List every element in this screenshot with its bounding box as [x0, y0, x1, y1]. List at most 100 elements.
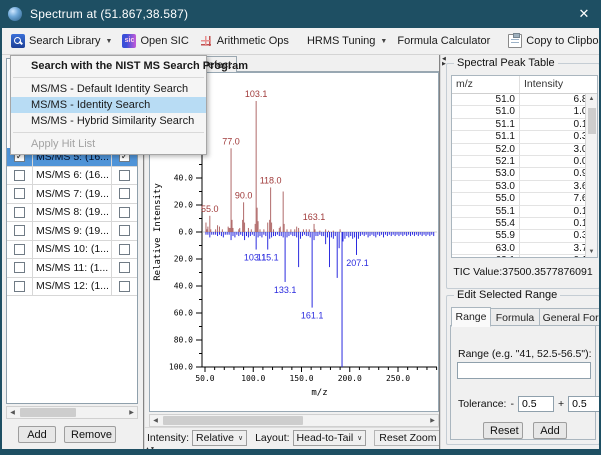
spectra-list-row[interactable]: MS/MS 9: (19... — [7, 222, 137, 241]
scroll-right-icon[interactable]: ▶ — [430, 418, 435, 424]
toolbar-button-label: HRMS Tuning — [306, 35, 376, 47]
tolerance-minus-input[interactable] — [517, 396, 554, 412]
row-checkbox-right[interactable] — [119, 225, 130, 237]
toolbar-button-search-library[interactable]: Search Library ▼ — [6, 31, 117, 51]
add-range-button[interactable]: Add — [533, 422, 567, 439]
peak-table-row[interactable]: 55.4 0.10 — [452, 217, 597, 231]
toolbar-button-hrms-tuning[interactable]: HRMS Tuning ▼ — [302, 32, 392, 50]
spectra-list-row[interactable]: MS/MS 6: (16... — [7, 166, 137, 185]
peak-table-row[interactable]: 51.0 1.08 — [452, 106, 597, 119]
svg-text:133.1: 133.1 — [274, 285, 297, 295]
reset-zoom-button[interactable]: Reset Zoom ▾ — [374, 430, 439, 446]
scrollbar-thumb[interactable] — [20, 408, 76, 417]
cell-intensity: 6.87 — [573, 94, 593, 105]
toolbar-button-copy-to-clipboard[interactable]: Copy to Clipboard — [503, 31, 599, 51]
menu-item-ms-ms-identity-search[interactable]: MS/MS - Identity Search — [11, 97, 206, 113]
spectra-list-row[interactable]: MS/MS 7: (19... — [7, 185, 137, 204]
list-horizontal-scrollbar[interactable]: ◀ ▶ — [6, 406, 138, 419]
spectra-list-row[interactable]: MS/MS 8: (19... — [7, 203, 137, 222]
list-add-button[interactable]: Add — [18, 426, 56, 443]
cell-intensity: 0.15 — [520, 255, 597, 257]
menu-item-ms-ms-hybrid-similarity-search[interactable]: MS/MS - Hybrid Similarity Search — [31, 115, 195, 127]
peak-table-row[interactable]: 52.0 3.00 — [452, 143, 597, 156]
scroll-down-icon[interactable]: ▼ — [588, 249, 595, 255]
tab-formula[interactable]: Formula — [490, 308, 540, 326]
column-header-intensity[interactable]: Intensity — [524, 78, 564, 90]
peak-table-row[interactable]: 53.0 3.69 — [452, 180, 597, 194]
cell-mz: 52.0 — [452, 143, 520, 155]
tab-general-formula[interactable]: General Formula — [539, 308, 599, 326]
row-checkbox-left[interactable] — [14, 243, 25, 255]
row-checkbox-left[interactable] — [14, 280, 25, 292]
row-cell — [111, 222, 137, 240]
svg-text:80.0: 80.0 — [174, 336, 193, 345]
svg-text:103.1: 103.1 — [244, 253, 267, 263]
reset-button[interactable]: Reset — [483, 422, 523, 439]
row-checkbox-left[interactable] — [14, 262, 25, 274]
spectrum-row-label: MS/MS 11: (1... — [36, 261, 109, 274]
svg-text:77.0: 77.0 — [222, 136, 240, 146]
scrollbar-thumb[interactable] — [587, 108, 596, 134]
toolbar-button-open-sic[interactable]: sic Open SIC — [117, 31, 193, 51]
svg-text:100.0: 100.0 — [169, 363, 193, 372]
menu-item-apply-hit-list[interactable]: Apply Hit List — [31, 138, 96, 150]
peak-table-row[interactable]: 55.1 0.12 — [452, 205, 597, 218]
cell-mz: 51.0 — [452, 94, 520, 106]
peak-table-row[interactable]: 63.10.15 — [452, 255, 597, 257]
cell-mz: 51.1 — [452, 118, 520, 131]
row-checkbox-left[interactable] — [14, 169, 25, 181]
row-checkbox-right[interactable] — [119, 188, 130, 200]
svg-text:150.0: 150.0 — [289, 374, 313, 383]
svg-text:200.0: 200.0 — [338, 374, 362, 383]
peak-table-row[interactable]: 55.9 0.38 — [452, 230, 597, 243]
plot-horizontal-scrollbar[interactable]: ◀ ▶ — [149, 414, 439, 427]
table-vertical-scrollbar[interactable]: ▲ ▼ — [585, 94, 597, 257]
row-cell — [7, 185, 33, 203]
cell-intensity: 0.14 — [573, 118, 593, 130]
intensity-label: Intensity: — [147, 432, 190, 444]
peak-table-row[interactable]: 51.1 0.31 — [452, 131, 597, 144]
menu-item-ms-ms-default-identity-search[interactable]: MS/MS - Default Identity Search — [31, 83, 189, 95]
peak-table-row[interactable]: 63.0 3.73 — [452, 242, 597, 256]
svg-text:m/z: m/z — [311, 388, 327, 398]
scrollbar-thumb[interactable] — [163, 416, 303, 425]
row-checkbox-right[interactable] — [119, 280, 130, 292]
peak-table-row[interactable]: 52.1 0.08 — [452, 155, 597, 169]
tolerance-plus-input[interactable] — [568, 396, 599, 412]
cell-mz: 55.9 — [452, 230, 520, 242]
peak-table-row[interactable]: 51.1 0.14 — [452, 118, 597, 132]
spectra-list-row[interactable]: MS/MS 12: (1... — [7, 277, 137, 296]
edit-range-tab-panel: Range (e.g. "41, 52.5-56.5"): Tolerance:… — [450, 325, 599, 440]
spectra-list-row[interactable]: MS/MS 10: (1... — [7, 240, 137, 259]
row-checkbox-left[interactable] — [14, 188, 25, 200]
pane-collapse-icons[interactable]: ▲▼ — [145, 446, 155, 452]
column-header-mz[interactable]: m/z — [452, 76, 520, 93]
toolbar-button-formula-calculator[interactable]: Formula Calculator — [392, 32, 495, 50]
scroll-left-icon[interactable]: ◀ — [153, 418, 158, 424]
scroll-left-icon[interactable]: ◀ — [10, 410, 15, 416]
layout-select[interactable]: Head-to-Tail ∨ — [292, 430, 367, 446]
row-checkbox-right[interactable] — [119, 206, 130, 218]
close-button[interactable]: ✕ — [578, 6, 590, 21]
svg-text:0.0: 0.0 — [179, 228, 194, 237]
peak-table-row[interactable]: 55.0 7.65 — [452, 193, 597, 206]
list-remove-button[interactable]: Remove — [64, 426, 116, 443]
range-input[interactable] — [457, 362, 591, 379]
cell-intensity: 3.69 — [573, 180, 593, 192]
toolbar-button-arithmetic-ops[interactable]: Arithmetic Ops — [194, 31, 294, 51]
peak-table-row[interactable]: 53.0 0.95 — [452, 168, 597, 181]
row-checkbox-left[interactable] — [14, 225, 25, 237]
menu-item-search-with-the-nist-ms-search-program[interactable]: Search with the NIST MS Search Program — [31, 60, 249, 72]
spectra-list-row[interactable]: MS/MS 11: (1... — [7, 259, 137, 278]
tab-range[interactable]: Range — [451, 307, 491, 327]
splitter-collapse-icons[interactable]: ◀ ▶ — [442, 56, 446, 67]
peak-table-row[interactable]: 51.0 6.87 — [452, 94, 597, 107]
row-checkbox-left[interactable] — [14, 206, 25, 218]
row-checkbox-right[interactable] — [119, 169, 130, 181]
scroll-right-icon[interactable]: ▶ — [129, 410, 134, 416]
row-checkbox-right[interactable] — [119, 262, 130, 274]
scroll-up-icon[interactable]: ▲ — [588, 96, 595, 102]
sic-icon: sic — [122, 34, 137, 48]
intensity-select[interactable]: Relative ∨ — [192, 430, 248, 446]
row-checkbox-right[interactable] — [119, 243, 130, 255]
